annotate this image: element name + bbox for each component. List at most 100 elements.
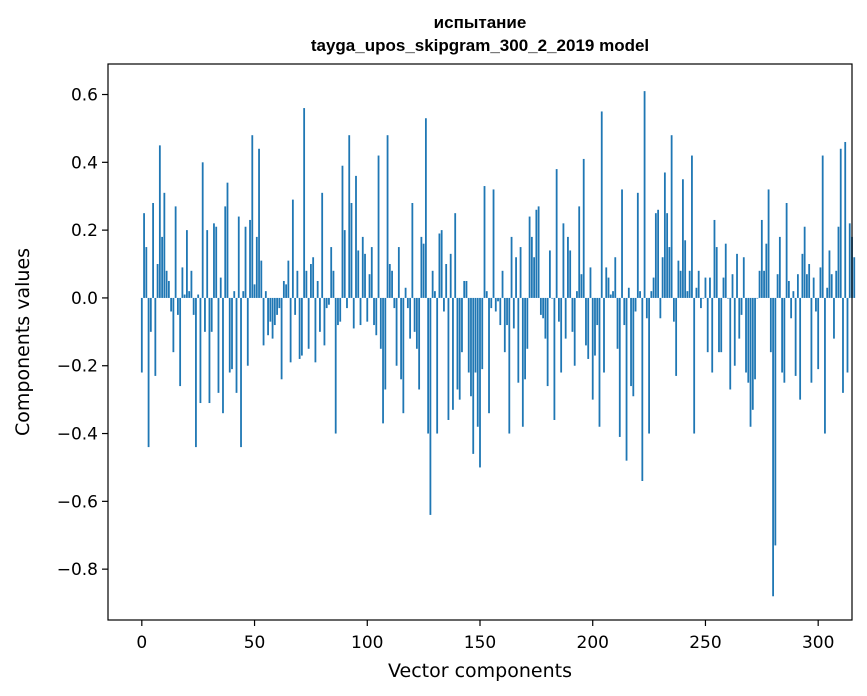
bar	[210, 297, 213, 332]
bar	[677, 260, 680, 298]
bar	[445, 264, 448, 298]
bar	[409, 297, 412, 339]
bar	[799, 297, 802, 400]
bar	[418, 297, 421, 390]
bar	[386, 135, 389, 298]
bar	[767, 189, 770, 298]
bar	[562, 223, 565, 298]
bar	[763, 270, 765, 298]
bar	[803, 226, 806, 298]
bar	[533, 257, 536, 298]
bar	[346, 297, 348, 309]
bar	[395, 297, 398, 366]
bar	[648, 297, 650, 434]
x-tick-label: 250	[689, 633, 721, 653]
bar	[657, 209, 660, 298]
bar	[334, 297, 337, 434]
bar	[400, 297, 402, 380]
bar	[195, 297, 197, 448]
bar	[269, 297, 272, 322]
bar	[745, 297, 747, 373]
bar	[422, 243, 425, 298]
bar	[501, 270, 504, 298]
y-tick-label: 0.4	[71, 153, 98, 173]
bar	[479, 297, 481, 468]
bar	[821, 155, 824, 298]
bar	[192, 297, 195, 315]
bar	[332, 270, 335, 298]
bar	[517, 297, 520, 383]
bar	[174, 206, 177, 298]
bar	[199, 297, 202, 404]
bar	[706, 297, 709, 353]
bar	[443, 297, 445, 312]
bar	[614, 257, 617, 298]
bar	[262, 297, 265, 346]
bar	[652, 277, 655, 298]
bar	[515, 257, 517, 298]
bar	[733, 297, 736, 366]
bar	[427, 297, 430, 434]
bar	[548, 250, 551, 298]
bar	[298, 297, 301, 359]
bar	[213, 223, 215, 298]
bar	[612, 291, 614, 298]
bar	[316, 280, 319, 298]
bar	[350, 203, 353, 298]
bar	[828, 250, 831, 298]
bar	[718, 297, 720, 353]
bar	[751, 297, 754, 410]
bar	[251, 135, 254, 298]
bar	[273, 297, 276, 326]
bar	[255, 236, 258, 298]
bar	[314, 297, 317, 363]
bar	[456, 297, 459, 390]
bar	[222, 297, 224, 414]
bar	[348, 135, 351, 298]
bar	[607, 277, 610, 298]
bar	[436, 297, 439, 434]
bar	[645, 297, 648, 319]
bar	[603, 297, 605, 373]
bar	[219, 277, 222, 298]
bar	[158, 145, 161, 298]
bar	[796, 274, 799, 298]
bar	[382, 297, 384, 424]
bar	[659, 297, 662, 319]
bar	[472, 297, 475, 454]
bar	[641, 297, 644, 481]
y-tick-label: 0.6	[71, 86, 98, 106]
bar	[729, 297, 732, 390]
bar	[812, 277, 815, 298]
bar	[152, 203, 154, 298]
bar	[806, 274, 808, 298]
bar	[672, 297, 675, 322]
bar	[774, 297, 777, 546]
bar	[404, 287, 407, 298]
bar	[835, 270, 838, 298]
x-tick-label: 100	[351, 633, 383, 653]
bar	[463, 280, 466, 298]
bar	[695, 287, 698, 298]
bar	[364, 253, 366, 298]
bar	[375, 297, 378, 336]
bar	[276, 297, 278, 315]
bar	[226, 182, 229, 298]
bar	[567, 236, 569, 298]
bar	[623, 297, 626, 326]
bar	[580, 274, 583, 298]
bar	[632, 297, 635, 397]
bar	[413, 297, 416, 332]
y-axis-label: Components values	[12, 248, 34, 436]
bar	[675, 297, 678, 376]
bar	[682, 179, 684, 298]
bar	[772, 297, 774, 597]
bar	[546, 297, 549, 387]
bar	[740, 297, 743, 315]
bar	[452, 297, 454, 410]
bar	[530, 236, 533, 298]
bar	[792, 291, 795, 298]
bar	[440, 230, 443, 298]
bar	[253, 284, 256, 298]
